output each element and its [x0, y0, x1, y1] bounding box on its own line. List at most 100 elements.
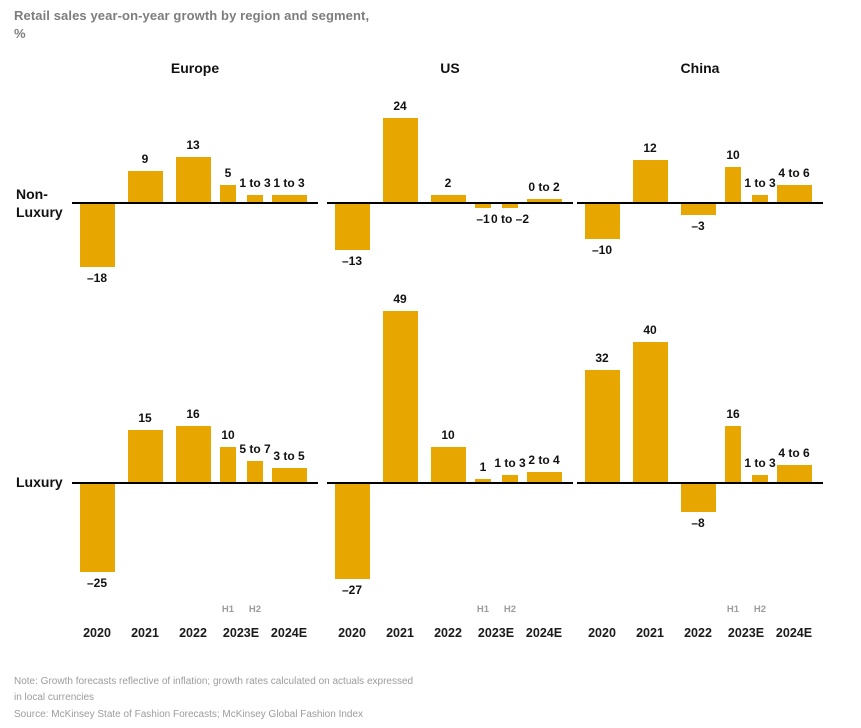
note-line: Note: Growth forecasts reflective of inf…: [14, 676, 414, 687]
bar-value-label: 0 to –2: [490, 211, 529, 226]
half-year-label: H1: [726, 604, 740, 615]
bar-value-label: 10: [221, 428, 235, 442]
bar: [382, 310, 418, 482]
x-axis-year-label: 2020: [338, 626, 366, 640]
bar: [584, 370, 620, 482]
bar: [271, 468, 307, 482]
x-axis-year-label: 2023E: [222, 626, 260, 640]
bar-value-label: 49: [393, 291, 407, 306]
bar: [680, 484, 716, 512]
bar: [430, 447, 466, 482]
x-axis-year-label: 2023E: [477, 626, 515, 640]
bar-value-label: 10: [441, 428, 455, 442]
note-line: in local currencies: [14, 692, 95, 703]
chart-unit-label: %: [14, 26, 26, 41]
x-axis-year-label: 2024E: [525, 626, 563, 640]
bar-value-label: 4 to 6: [778, 445, 810, 460]
row-label-line: Luxury: [16, 204, 63, 220]
x-axis-year-label: 2024E: [270, 626, 308, 640]
chart-title-line: Retail sales year-on-year growth by regi…: [14, 8, 370, 23]
bar: [752, 475, 768, 482]
bar-value-label: 16: [726, 407, 740, 421]
row-label-non-luxury: Non- Luxury: [16, 185, 63, 221]
note-text: Note: Growth forecasts reflective of inf…: [14, 674, 413, 706]
bar-value-label: 13: [186, 137, 200, 152]
bar: [79, 204, 115, 267]
bar-value-label: –27: [341, 582, 363, 597]
bar: [430, 195, 466, 202]
bar-value-label: 2: [444, 176, 452, 190]
bar: [475, 204, 491, 208]
bar: [382, 118, 418, 202]
half-year-label: H1: [221, 604, 235, 615]
bar: [725, 167, 741, 202]
source-text: Source: McKinsey State of Fashion Foreca…: [14, 709, 364, 720]
x-axis-year-label: 2020: [83, 626, 111, 640]
bar: [127, 429, 163, 482]
bar: [526, 198, 562, 202]
bar-value-label: 10: [726, 148, 740, 162]
axis-baseline: [577, 202, 823, 204]
bar: [725, 426, 741, 482]
bar: [632, 342, 668, 482]
bar-value-label: –1: [476, 211, 490, 226]
bar-value-label: 40: [643, 323, 657, 337]
x-axis-year-label: 2020: [588, 626, 616, 640]
bar: [247, 195, 263, 202]
panel-header-europe: Europe: [170, 60, 220, 76]
bar-value-label: –3: [691, 218, 705, 233]
bar: [776, 184, 812, 202]
bar: [175, 156, 211, 202]
bar-value-label: –18: [86, 271, 108, 285]
bar: [632, 160, 668, 202]
row-label-line: Non-: [16, 186, 48, 202]
x-axis-year-label: 2022: [684, 626, 712, 640]
axis-baseline: [327, 202, 573, 204]
x-axis-year-label: 2021: [131, 626, 159, 640]
panel-header-china: China: [680, 60, 720, 76]
row-label-line: Luxury: [16, 474, 63, 490]
bar-value-label: 1 to 3: [239, 176, 271, 190]
bar: [502, 204, 518, 208]
bar-value-label: 2 to 4: [528, 452, 560, 467]
bar: [220, 184, 236, 202]
half-year-label: H1: [476, 604, 490, 615]
bar: [526, 471, 562, 482]
bar-value-label: –13: [341, 253, 363, 268]
bar: [247, 461, 263, 482]
bar: [175, 426, 211, 482]
x-axis-year-label: 2021: [636, 626, 664, 640]
x-axis-year-label: 2023E: [727, 626, 765, 640]
half-year-label: H2: [753, 604, 767, 615]
bar: [475, 478, 491, 482]
x-axis-year-label: 2022: [179, 626, 207, 640]
bar: [127, 170, 163, 202]
bar-value-label: 24: [393, 99, 407, 113]
bar-value-label: 5 to 7: [239, 442, 271, 456]
bar-value-label: 12: [643, 141, 657, 155]
x-axis-year-label: 2024E: [775, 626, 813, 640]
axis-baseline: [577, 482, 823, 484]
bar: [220, 447, 236, 482]
bar-value-label: 1 to 3: [494, 456, 526, 470]
axis-baseline: [327, 482, 573, 484]
bar-value-label: 1 to 3: [744, 456, 776, 470]
axis-baseline: [72, 202, 318, 204]
row-label-luxury: Luxury: [16, 473, 63, 491]
bar-value-label: –10: [591, 243, 613, 257]
bar: [79, 484, 115, 572]
axis-baseline: [72, 482, 318, 484]
chart-title: Retail sales year-on-year growth by regi…: [14, 7, 369, 43]
bar-value-label: 1 to 3: [744, 176, 776, 190]
bar: [752, 195, 768, 202]
bar-value-label: 1 to 3: [273, 176, 305, 190]
bar-value-label: –25: [86, 575, 108, 590]
bar-value-label: 4 to 6: [778, 165, 810, 180]
bar-value-label: 15: [138, 410, 152, 425]
bar-value-label: 1: [479, 459, 487, 474]
bar: [680, 204, 716, 215]
bar: [334, 204, 370, 250]
half-year-label: H2: [248, 604, 262, 615]
bar-value-label: 32: [595, 351, 609, 365]
